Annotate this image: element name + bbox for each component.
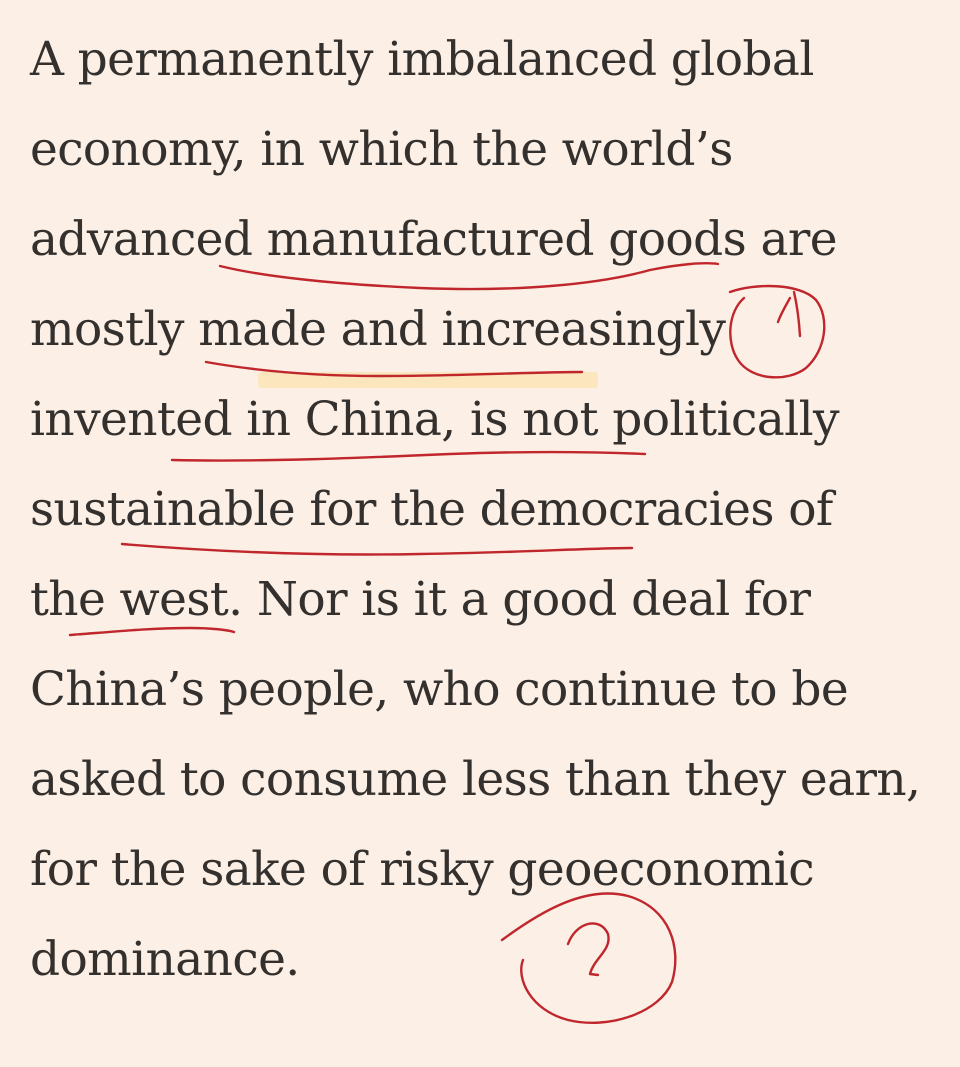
paragraph-line: advanced manufactured goods are: [30, 212, 838, 267]
paragraph-line: mostly made and increasingly: [30, 302, 726, 357]
paragraph-line: dominance.: [30, 932, 300, 987]
paragraph-line: asked to consume less than they earn,: [30, 752, 921, 807]
paragraph-line: economy, in which the world’s: [30, 122, 733, 177]
paragraph-line: invented in China, is not politically: [30, 392, 840, 447]
underline-stroke: [120, 542, 634, 556]
underline-stroke: [204, 360, 584, 378]
paragraph-line: for the sake of risky geoeconomic: [30, 842, 815, 897]
highlight-mark: [258, 372, 598, 388]
underline-stroke: [170, 450, 647, 462]
number-one-mark: [776, 296, 792, 324]
circle-annotation-icon: [500, 892, 677, 1024]
paragraph-line: the west. Nor is it a good deal for: [30, 572, 811, 627]
circle-annotation-icon: [728, 284, 826, 379]
paragraph-line: China’s people, who continue to be: [30, 662, 849, 717]
paragraph-line: A permanently imbalanced global: [30, 32, 814, 87]
number-two-mark: [566, 922, 610, 977]
number-one-mark: [792, 290, 802, 338]
paragraph-line: sustainable for the democracies of: [30, 482, 833, 537]
